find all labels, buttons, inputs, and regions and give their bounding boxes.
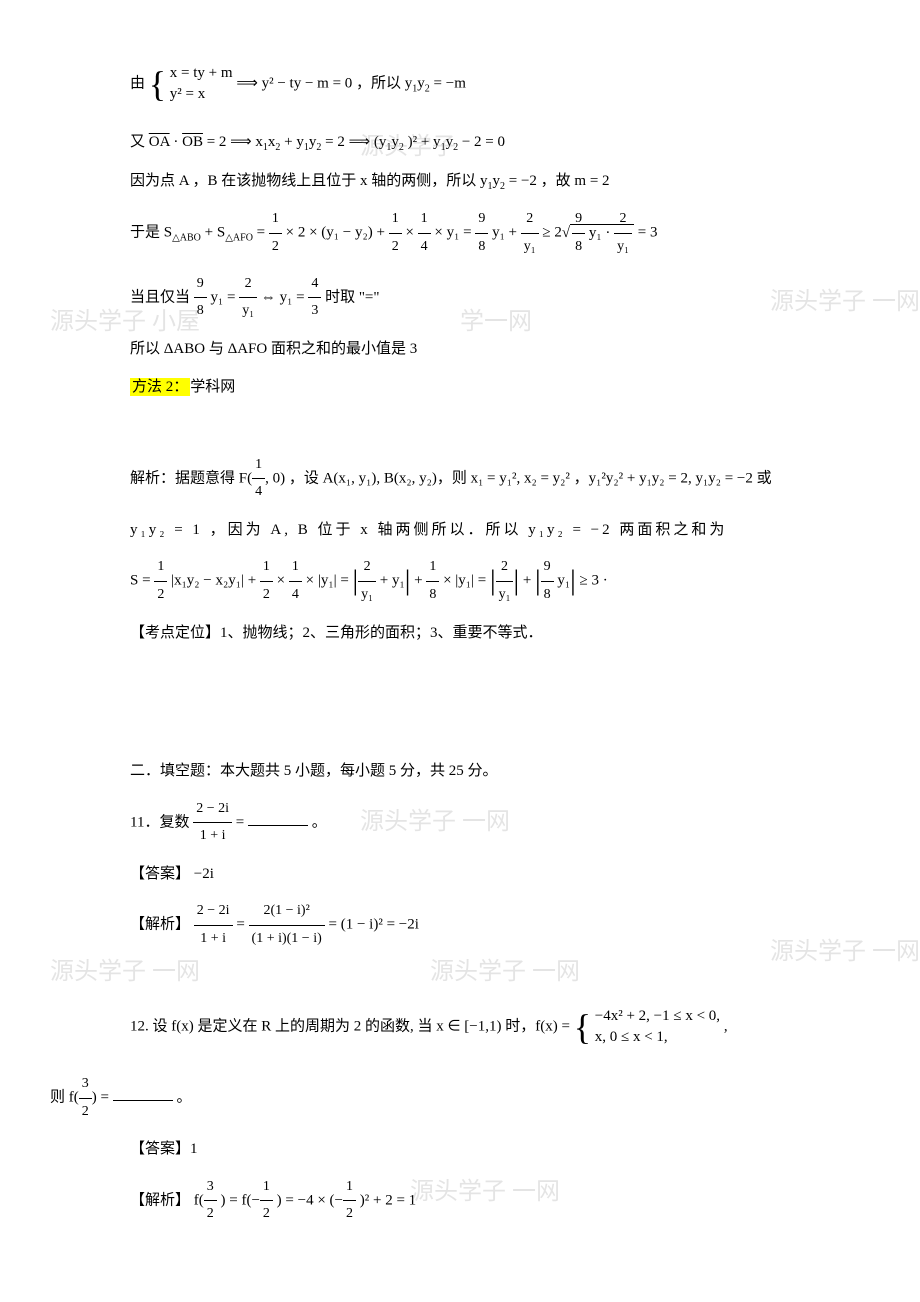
step-line-2: 又 OA · OB = 2 ⟹ x1x2 + y1y2 = 2 ⟹ (y1y2 … xyxy=(130,128,840,157)
document-content: 源头学子 源头学子 小屋 学一网 源头学子 一网 源头学子 一网 源头学子 一网… xyxy=(130,50,840,1228)
step-line-1: 由 { x = ty + m y² = x ⟹ y² − ty − m = 0 … xyxy=(130,50,840,118)
conclusion-line: 所以 ΔABO 与 ΔAFO 面积之和的最小值是 3 xyxy=(130,335,840,364)
solution-line-3: S = 12 |x₁y₂ − x₂y₁| + 12 × 14 × |y₁| = … xyxy=(130,554,840,608)
topic-position: 【考点定位】1、抛物线；2、三角形的面积；3、重要不等式． xyxy=(130,619,840,648)
method-2-label: 方法 2：学科网 xyxy=(130,373,840,402)
q11-answer: 【答案】 −2i xyxy=(130,860,840,889)
section-2-header: 二．填空题：本大题共 5 小题，每小题 5 分，共 25 分。 xyxy=(130,757,840,786)
solution-line-2: y₁y₂ = 1 ，因为 A, B 位于 x 轴两侧所以．所以 y₁y₂ = −… xyxy=(130,516,840,545)
q11-question: 11．复数 2 − 2i1 + i = 。 xyxy=(130,796,840,850)
step-line-4: 于是 S△ABO + S△AFO = 12 × 2 × (y₁ − y₂) + … xyxy=(130,206,840,260)
q11-solution: 【解析】 2 − 2i1 + i = 2(1 − i)²(1 + i)(1 − … xyxy=(130,898,840,952)
q12-answer: 【答案】1 xyxy=(130,1135,840,1164)
step-line-3: 因为点 A ，B 在该抛物线上且位于 x 轴的两侧，所以 y1y2 = −2 ，… xyxy=(130,167,840,196)
q12-question: 12. 设 f(x) 是定义在 R 上的周期为 2 的函数, 当 x ∈ [−1… xyxy=(130,993,840,1061)
solution-line-1: 解析：据题意得 F(14, 0) ，设 A(x₁, y₁), B(x₂, y₂)… xyxy=(130,452,840,506)
q12-solution: 【解析】 f(32 ) = f(−12 ) = −4 × (−12 )² + 2… xyxy=(130,1174,840,1228)
q12-then: 则 f(32) = 。 xyxy=(50,1071,840,1125)
step-line-5: 当且仅当 98 y₁ = 2y₁ ⇔ y₁ = 43 时取 "=" xyxy=(130,271,840,325)
answer-blank xyxy=(248,810,308,826)
answer-blank xyxy=(113,1085,173,1101)
